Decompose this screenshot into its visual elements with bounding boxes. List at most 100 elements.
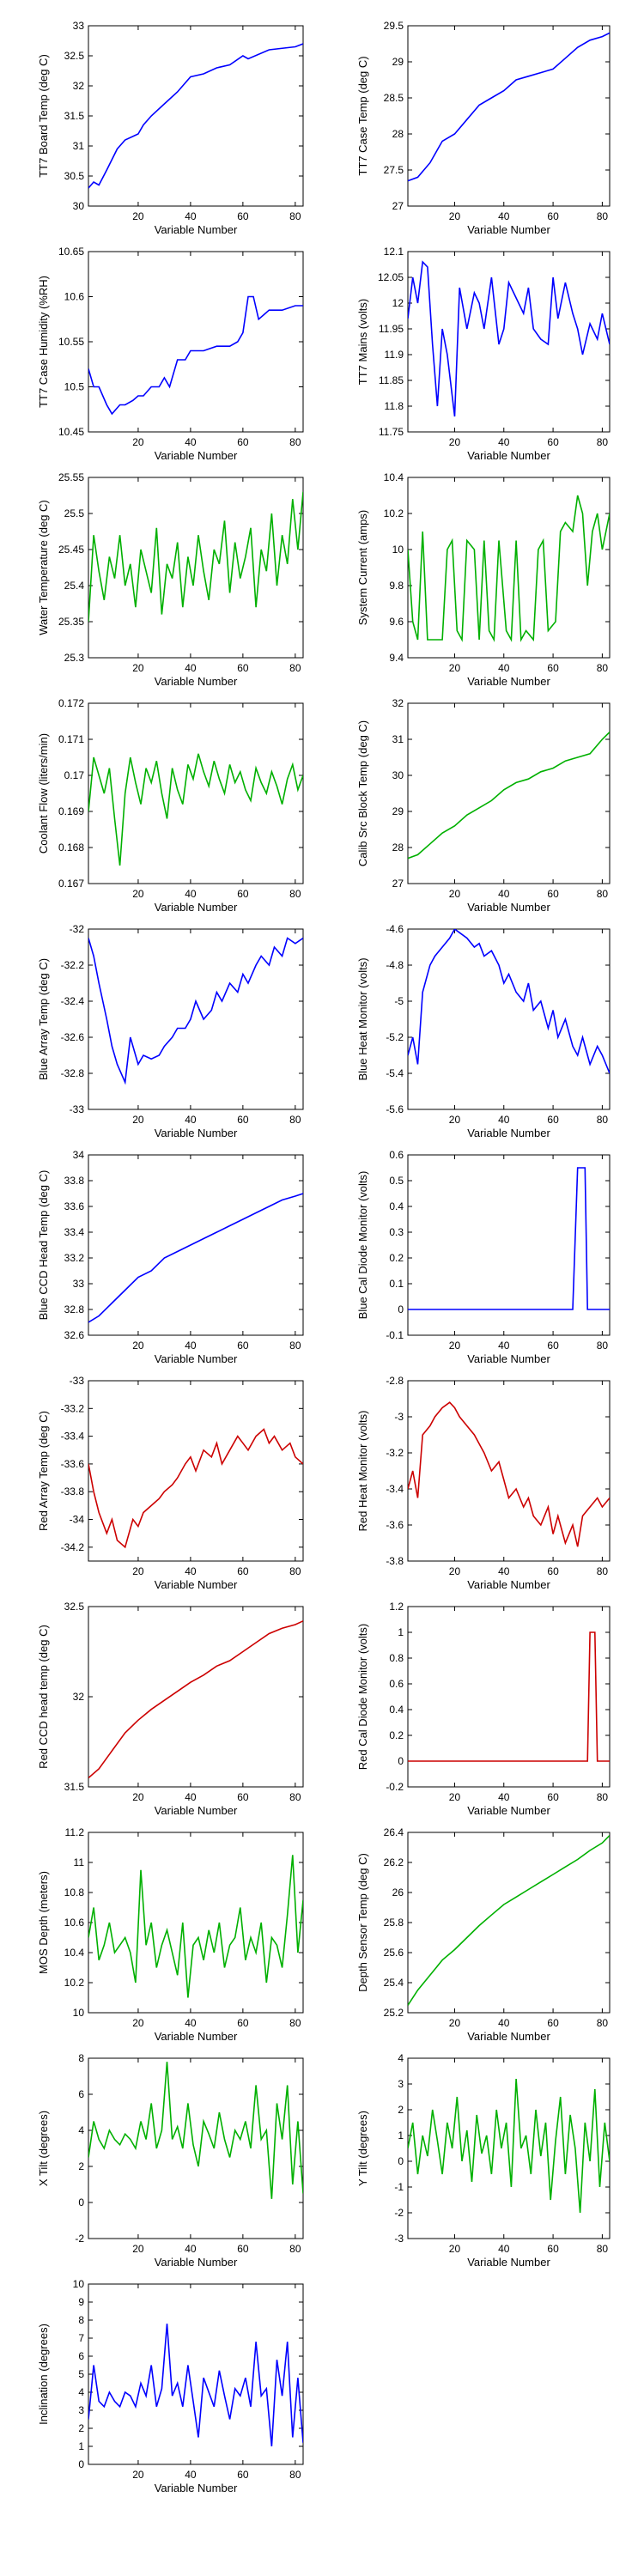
y-tick-label: 10.55 [58, 336, 84, 348]
y-axis-label: Water Temperature (deg C) [37, 500, 50, 635]
x-tick-label: 60 [237, 2017, 249, 2029]
y-tick-label: 27 [392, 878, 404, 890]
x-tick-label: 20 [132, 1340, 144, 1352]
x-axis-label: Variable Number [155, 1804, 238, 1817]
y-tick-label: -0.2 [386, 1781, 404, 1793]
x-tick-label: 80 [597, 662, 609, 674]
y-tick-label: -34 [70, 1514, 85, 1526]
y-tick-label: 0.171 [58, 733, 84, 745]
y-tick-label: -5 [394, 995, 404, 1007]
series-line [88, 753, 303, 866]
x-tick-label: 60 [237, 888, 249, 900]
x-tick-label: 20 [449, 888, 461, 900]
y-tick-label: 4 [78, 2386, 84, 2398]
x-tick-label: 40 [185, 1114, 197, 1126]
chart-13: -34.2 -34 -33.8 -33.6 -33.4 -33.2 -33 20 40 60 80 V… [37, 1375, 304, 1591]
y-tick-label: 29.5 [384, 20, 404, 32]
y-tick-label: 1 [398, 2129, 404, 2142]
y-tick-label: 11.95 [379, 323, 404, 335]
y-tick-label: -3 [394, 2233, 404, 2245]
y-tick-label: 29 [392, 56, 404, 68]
x-tick-label: 20 [132, 2469, 144, 2481]
y-axis-label: System Current (amps) [356, 510, 369, 625]
x-tick-label: 80 [289, 2017, 301, 2029]
y-tick-label: -2.8 [386, 1375, 404, 1387]
x-tick-label: 80 [289, 1340, 301, 1352]
x-tick-label: 80 [597, 888, 609, 900]
y-tick-label: -5.4 [386, 1067, 404, 1079]
y-tick-label: 11.85 [379, 374, 404, 386]
y-tick-label: 1 [78, 2440, 84, 2452]
y-tick-label: 25.4 [384, 1977, 404, 1989]
x-tick-label: 80 [289, 1565, 301, 1577]
x-axis-label: Variable Number [155, 223, 238, 236]
y-tick-label: 25.4 [64, 580, 85, 592]
x-tick-label: 40 [498, 888, 510, 900]
plot-frame [88, 702, 304, 884]
x-tick-label: 40 [498, 1114, 510, 1126]
y-tick-label: 33 [73, 1278, 85, 1290]
y-tick-label: 2 [78, 2160, 84, 2172]
x-axis-label: Variable Number [467, 2030, 550, 2043]
chart-9: -33 -32.8 -32.6 -32.4 -32.2 -32 20 40 60 80 Variab… [37, 923, 304, 1139]
chart-19: -2 0 2 4 6 8 20 40 60 80 Variable Number X Tilt (de… [37, 2052, 304, 2269]
series-line [408, 1631, 610, 1762]
plot-frame [88, 477, 304, 659]
x-axis-label: Variable Number [467, 449, 550, 462]
y-tick-label: -3 [394, 1411, 404, 1423]
y-tick-label: 32.6 [64, 1329, 85, 1341]
x-tick-label: 80 [289, 2243, 301, 2255]
x-axis-label: Variable Number [467, 1804, 550, 1817]
y-tick-label: 28.5 [384, 92, 404, 104]
chart-16: -0.2 0 0.2 0.4 0.6 0.8 1 1.2 20 40 60 80 Variable Nu… [356, 1601, 611, 1817]
y-tick-label: 1.2 [389, 1601, 404, 1613]
y-tick-label: -33.2 [61, 1402, 85, 1414]
y-tick-label: -33.6 [61, 1458, 85, 1470]
y-tick-label: 10.6 [64, 291, 85, 303]
y-tick-label: 0.1 [389, 1278, 404, 1290]
y-tick-label: 12.1 [384, 246, 404, 258]
series-line [88, 295, 303, 416]
x-tick-label: 20 [449, 1791, 461, 1803]
y-tick-label: -3.8 [386, 1555, 404, 1567]
y-tick-label: 10.4 [384, 471, 404, 483]
chart-8: 27 28 29 30 31 32 20 40 60 80 Variable Number Calib… [356, 697, 611, 914]
y-tick-label: 10.65 [58, 246, 84, 258]
x-tick-label: 40 [185, 1565, 197, 1577]
x-tick-label: 80 [597, 1114, 609, 1126]
series-line [88, 2324, 303, 2447]
y-tick-label: 0.2 [389, 1252, 404, 1264]
y-axis-label: TT7 Case Humidity (%RH) [37, 276, 50, 408]
y-tick-label: 3 [78, 2404, 84, 2416]
series-line [88, 2062, 303, 2199]
y-tick-label: 4 [398, 2052, 404, 2064]
y-tick-label: -3.6 [386, 1519, 404, 1531]
x-tick-label: 80 [289, 210, 301, 222]
y-tick-label: 31.5 [64, 1781, 85, 1793]
x-axis-label: Variable Number [155, 1127, 238, 1139]
y-tick-label: 2 [398, 2104, 404, 2116]
x-tick-label: 20 [132, 2243, 144, 2255]
x-axis-label: Variable Number [467, 2256, 550, 2269]
series-line [88, 43, 303, 189]
x-tick-label: 20 [132, 1791, 144, 1803]
y-tick-label: -32.6 [61, 1031, 85, 1043]
x-tick-label: 20 [449, 436, 461, 448]
x-tick-label: 20 [449, 2017, 461, 2029]
y-tick-label: 8 [78, 2052, 84, 2064]
y-tick-label: 0.167 [58, 878, 84, 890]
chart-10: -5.6 -5.4 -5.2 -5 -4.8 -4.6 20 40 60 80 Variable N… [356, 923, 611, 1139]
plot-frame [88, 25, 304, 207]
y-tick-label: 5 [78, 2368, 84, 2380]
y-tick-label: -2 [394, 2207, 404, 2219]
y-tick-label: 32 [73, 1691, 85, 1703]
plot-frame [407, 1832, 611, 2014]
x-tick-label: 40 [185, 1791, 197, 1803]
y-tick-label: 9.6 [389, 616, 404, 628]
y-tick-label: 9 [78, 2296, 84, 2308]
chart-17: 10 10.2 10.4 10.6 10.8 11 11.2 20 40 60 80 Variable… [37, 1826, 304, 2043]
y-tick-label: 0.3 [389, 1226, 404, 1238]
x-tick-label: 80 [289, 1791, 301, 1803]
x-tick-label: 80 [597, 1791, 609, 1803]
y-tick-label: -4.8 [386, 959, 404, 971]
